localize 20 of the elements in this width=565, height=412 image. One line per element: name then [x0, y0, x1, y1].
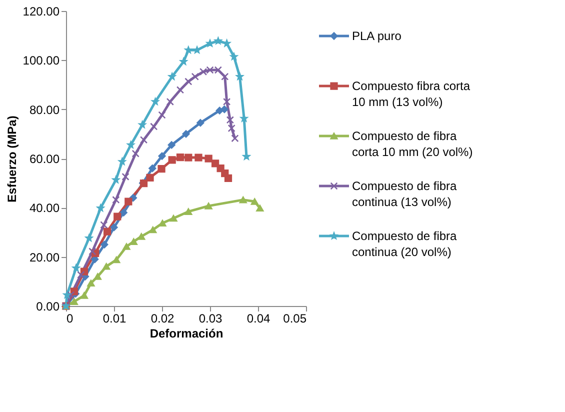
- x-tick-label: 0.04: [246, 312, 270, 326]
- x-tick-label: 0.03: [198, 312, 222, 326]
- legend-label: Compuesto de fibra corta 10 mm (20 vol%): [352, 129, 473, 159]
- legend-label: Compuesto fibra corta 10 mm (13 vol%): [352, 79, 470, 109]
- legend-label: PLA puro: [352, 29, 402, 43]
- y-tick-label: 20.00: [29, 250, 60, 264]
- x-tick-label: 0: [66, 312, 74, 326]
- y-tick-label: 60.00: [29, 152, 60, 166]
- y-tick-label: 120.00: [22, 4, 60, 18]
- legend-label: Compuesto de fibra continua (20 vol%): [352, 229, 458, 259]
- x-tick-label: 0.02: [150, 312, 174, 326]
- x-axis-title: Deformación: [150, 326, 224, 340]
- y-axis-title: Esfuerzo (MPa): [4, 116, 19, 202]
- y-tick-label: 40.00: [29, 201, 60, 216]
- x-tick-label: 0.01: [102, 312, 126, 326]
- legend-label: Compuesto de fibra continua (13 vol%): [352, 179, 458, 209]
- x-tick-label: 0.05: [283, 312, 307, 326]
- y-tick-label: 100.00: [22, 54, 60, 68]
- y-tick-label: 0.00: [36, 300, 60, 314]
- y-tick-label: 80.00: [29, 102, 60, 117]
